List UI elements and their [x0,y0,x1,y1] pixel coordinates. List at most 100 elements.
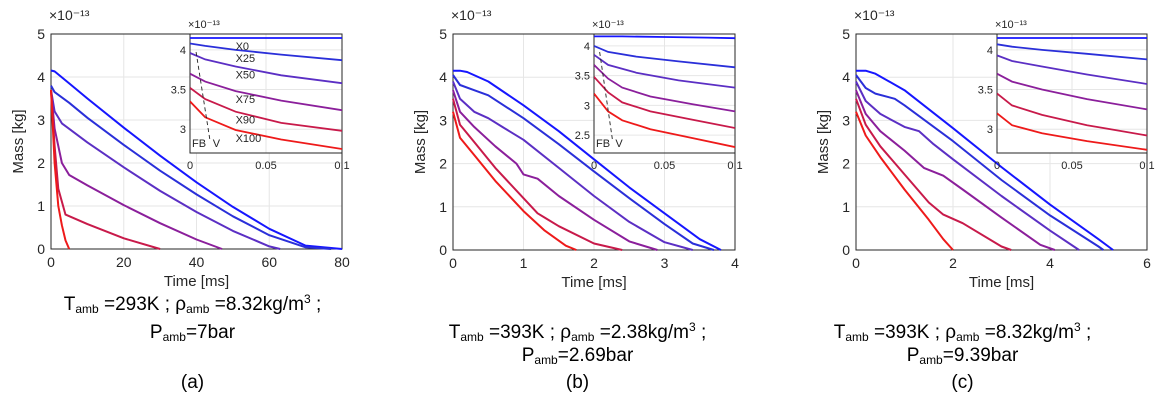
series-line-1 [50,85,332,250]
series-line-0 [453,69,722,251]
series-line-2 [50,89,281,250]
x-tick-label: 20 [116,254,132,270]
y-tick-label: 4 [439,69,447,85]
series-line-5 [855,111,954,251]
inset-x-tick-label: 0.1 [727,160,742,172]
y-tick-label: 1 [842,199,850,215]
y-tick-label: 5 [439,26,447,42]
inset-series-label: X75 [236,94,256,106]
y-tick-label: 1 [439,199,447,215]
inset-series-line-2 [190,52,342,85]
y-tick-label: 3 [439,112,447,128]
y-exponent-label: ×10⁻¹³ [451,7,492,23]
chart-panel-b: 0 1 2 3 4 0 1 2 3 4 5 ×10⁻¹³ Time [ms] Mass [kg] 0 0.05… [385,0,770,403]
inset-series-label: X90 [236,115,256,127]
x-tick-label: 3 [661,255,669,271]
inset-y-tick-label: 3 [180,124,186,136]
inset-fb-label: FB [596,138,610,150]
series-line-5 [452,111,577,251]
inset-series-line-1 [594,45,735,69]
x-tick-label: 40 [189,254,205,270]
x-tick-label: 1 [520,255,528,271]
inset-series-line-5 [190,100,342,150]
y-axis-label: Mass [kg] [412,110,429,174]
inset-series-line-1 [190,42,342,62]
inset-y-exponent-label: ×10⁻¹³ [188,19,220,31]
inset-y-tick-label: 3 [584,100,590,112]
y-tick-label: 5 [842,26,850,42]
inset-series-line-0 [594,35,735,40]
x-tick-label: 0 [852,255,860,271]
inset-x-tick-label: 0 [994,160,1000,172]
inset-axes-box [189,33,343,154]
x-tick-label: 60 [261,254,277,270]
series-line-2 [452,81,693,251]
inset-x-tick-label: 0.05 [1061,160,1082,172]
inset-series-line-1 [997,43,1147,61]
inset-v-label: V [615,138,623,150]
inset-x-tick-label: 0.05 [255,160,276,172]
caption-b-line2: Pamb=2.69bar [521,345,634,367]
caption-b-letter: (b) [565,372,590,393]
caption-a-line1: Tamb =293K ; ρamb =8.32kg/m3 ; [63,292,322,316]
x-tick-label: 2 [590,255,598,271]
inset-series-line-4 [997,92,1147,137]
inset-fb-v-boundary [599,51,613,140]
y-tick-label: 4 [842,69,850,85]
x-tick-label: 6 [1143,255,1151,271]
inset-series-line-3 [190,72,342,112]
y-tick-label: 0 [439,242,447,258]
x-tick-label: 0 [449,255,457,271]
series-line-4 [452,98,623,251]
x-tick-label: 0 [47,254,55,270]
series-line-1 [855,74,1104,251]
inset-series-label: X25 [236,53,256,65]
caption-a-line2: Pamb=7bar [149,322,236,344]
inset-x-tick-label: 0.1 [1139,160,1154,172]
series-line-0 [856,69,1114,251]
caption-c-line1: Tamb =393K ; ρamb =8.32kg/m3 ; [833,320,1092,344]
inset-y-tick-label: 3.5 [575,71,590,83]
y-tick-label: 1 [37,198,45,214]
x-axis-label: Time [ms] [164,273,229,290]
inset-series-label: X0 [236,41,249,53]
series-line-4 [855,98,1012,251]
inset-series-label: X50 [236,70,256,82]
inset-y-tick-label: 4 [987,45,993,57]
series-line-0 [50,69,343,250]
x-axis-label: Time [ms] [969,274,1034,291]
caption-a-letter: (a) [180,372,205,393]
y-tick-label: 4 [37,69,45,85]
inset-x-tick-label: 0 [187,160,193,172]
y-exponent-label: ×10⁻¹³ [49,7,90,23]
series-line-3 [452,89,658,251]
x-tick-label: 2 [949,255,957,271]
inset-y-tick-label: 4 [180,45,186,57]
inset-series-line-4 [190,87,342,132]
inset-series-line-5 [594,92,735,148]
inset-series-line-3 [594,64,735,113]
inset-y-tick-label: 2.5 [575,130,590,142]
y-exponent-label: ×10⁻¹³ [854,7,895,23]
inset-v-label: V [213,138,221,150]
y-tick-label: 0 [37,241,45,257]
y-tick-label: 3 [37,112,45,128]
chart-panel-c: 0 2 4 6 0 1 2 3 4 5 ×10⁻¹³ Time [ms] Mass [kg] 0 0.05 0… [770,0,1155,403]
series-line-3 [855,89,1056,251]
y-tick-label: 2 [842,156,850,172]
x-axis-label: Time [ms] [561,274,626,291]
series-line-5 [50,89,71,250]
inset-y-tick-label: 3.5 [171,85,186,97]
series-line-2 [855,81,1080,251]
inset-series-line-2 [594,54,735,89]
inset-x-tick-label: 0 [591,160,597,172]
y-axis-label: Mass [kg] [815,110,832,174]
inset-y-tick-label: 3.5 [978,85,993,97]
inset-series-line-3 [997,72,1147,111]
chart-panel-a: 0 20 40 60 80 0 1 2 3 4 5 ×10⁻¹³ Time [ms] Mass [kg] 0… [0,0,385,403]
inset-x-tick-label: 0.1 [334,160,349,172]
caption-c-line2: Pamb=9.39bar [906,345,1019,367]
x-tick-label: 80 [334,254,350,270]
inset-y-tick-label: 4 [584,41,590,53]
